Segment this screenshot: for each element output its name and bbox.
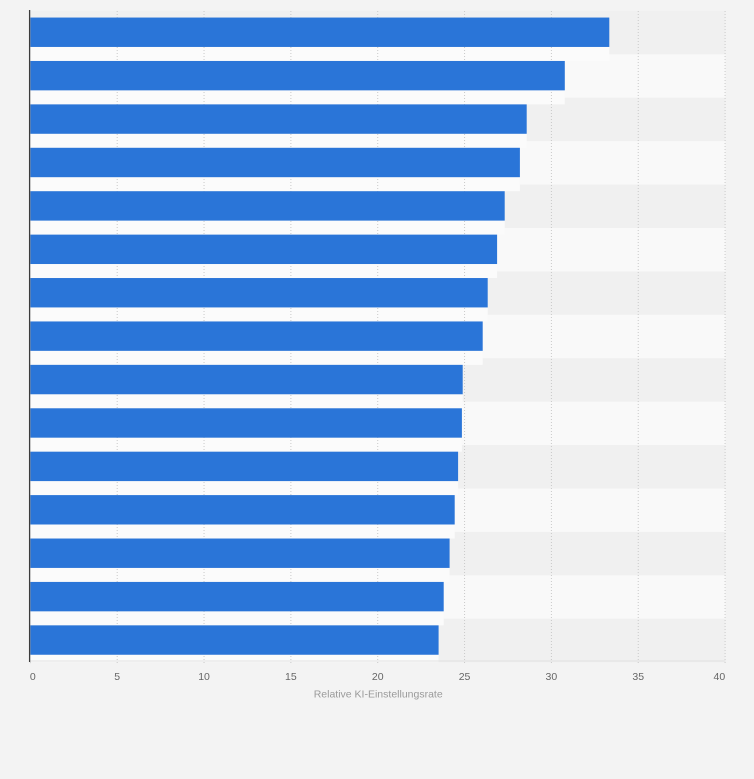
svg-text:35: 35: [632, 671, 644, 683]
svg-text:Relative KI-Einstellungsrate: Relative KI-Einstellungsrate: [314, 688, 443, 700]
svg-text:30: 30: [546, 671, 558, 683]
svg-text:40: 40: [714, 671, 726, 683]
svg-text:20: 20: [372, 671, 384, 683]
svg-text:25: 25: [459, 671, 471, 683]
svg-text:15: 15: [285, 671, 297, 683]
svg-text:10: 10: [198, 671, 210, 683]
svg-text:0: 0: [30, 671, 36, 683]
svg-text:5: 5: [114, 671, 120, 683]
